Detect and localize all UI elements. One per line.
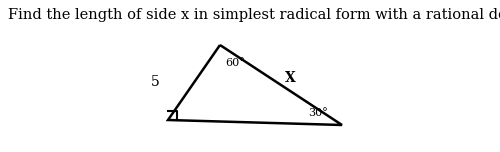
Text: 60°: 60° (225, 58, 245, 68)
Text: Find the length of side x in simplest radical form with a rational denominator.: Find the length of side x in simplest ra… (8, 8, 500, 22)
Text: 5: 5 (150, 75, 160, 89)
Text: 30°: 30° (308, 108, 328, 118)
Text: X: X (284, 71, 296, 85)
